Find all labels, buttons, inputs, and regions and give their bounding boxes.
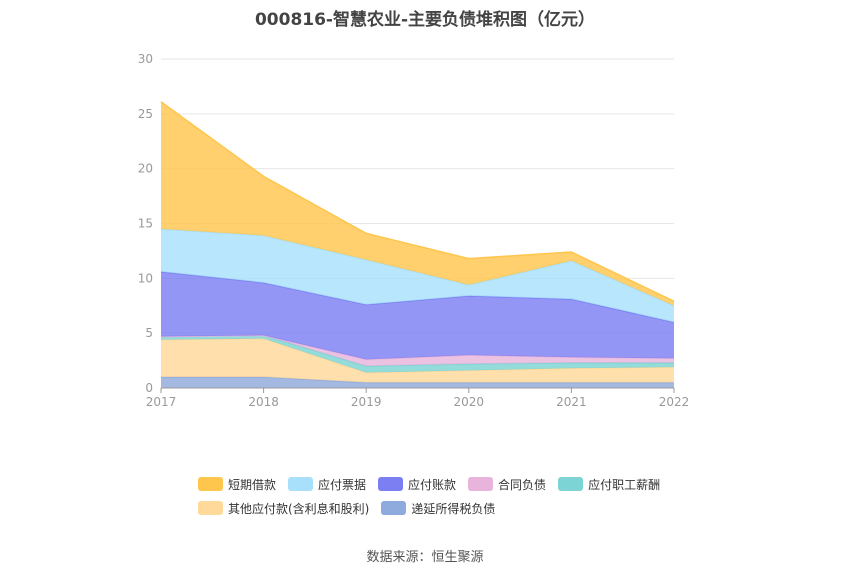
data-source: 数据来源：恒生聚源 [366, 550, 484, 565]
legend-label: 递延所得税负债 [411, 501, 496, 516]
x-tick-label: 2019 [351, 395, 382, 409]
y-tick-label: 15 [138, 217, 153, 231]
y-tick-label: 20 [138, 162, 153, 176]
legend-swatch [198, 501, 223, 515]
stacked-area-chart: 0 5 10 15 20 25 30 2017 2018 2019 2020 2021 2022 [138, 52, 690, 409]
y-tick-label: 30 [138, 52, 153, 66]
legend-swatch [468, 477, 494, 491]
y-tick-label: 25 [138, 107, 153, 121]
legend-item[interactable]: 其他应付款(含利息和股利) [198, 500, 369, 517]
x-tick-label: 2020 [454, 395, 485, 409]
area-合同负债 [161, 335, 674, 367]
x-tick-label: 2021 [556, 395, 587, 409]
y-tick-label: 5 [145, 326, 153, 340]
legend-swatch [378, 477, 404, 491]
y-tick-label: 0 [145, 381, 153, 395]
area-edge-短期借款 [160, 101, 675, 303]
legend-row: 短期借款 应付票据 应付账款 合同负债 应付职工薪酬 [198, 472, 718, 496]
legend-swatch [381, 501, 407, 515]
legend-label: 短期借款 [228, 477, 277, 492]
area-应付账款 [161, 271, 674, 360]
legend-item[interactable]: 应付票据 [288, 476, 366, 493]
x-tick-label: 2017 [146, 395, 177, 409]
legend-item[interactable]: 应付账款 [378, 476, 456, 493]
legend-swatch [198, 477, 223, 491]
legend-label: 应付票据 [318, 477, 367, 492]
legend-item[interactable]: 应付职工薪酬 [558, 476, 660, 493]
legend-label: 其他应付款(含利息和股利) [228, 501, 370, 516]
chart-title: 000816-智慧农业-主要负债堆积图（亿元） [254, 10, 596, 30]
legend-label: 合同负债 [498, 477, 547, 492]
y-tick-label: 10 [138, 271, 153, 285]
axes: 0 5 10 15 20 25 30 2017 2018 2019 2020 2021 2022 [138, 52, 690, 409]
legend-label: 应付账款 [408, 477, 457, 492]
legend-row: 其他应付款(含利息和股利) 递延所得税负债 [198, 496, 718, 520]
area-应付票据 [161, 228, 674, 323]
legend-label: 应付职工薪酬 [588, 477, 661, 492]
area-series [160, 101, 675, 388]
x-tick-label: 2022 [659, 395, 690, 409]
area-其他应付款(含利息和股利) [161, 338, 674, 383]
legend-item[interactable]: 短期借款 [198, 476, 276, 493]
legend-item[interactable]: 递延所得税负债 [381, 500, 495, 517]
x-tick-label: 2018 [248, 395, 279, 409]
legend: 短期借款 应付票据 应付账款 合同负债 应付职工薪酬其他应付款(含利息和股利) 递延所得税… [198, 472, 718, 520]
area-短期借款 [161, 101, 674, 306]
legend-item[interactable]: 合同负债 [468, 476, 546, 493]
legend-swatch [288, 477, 314, 491]
legend-swatch [558, 477, 584, 491]
